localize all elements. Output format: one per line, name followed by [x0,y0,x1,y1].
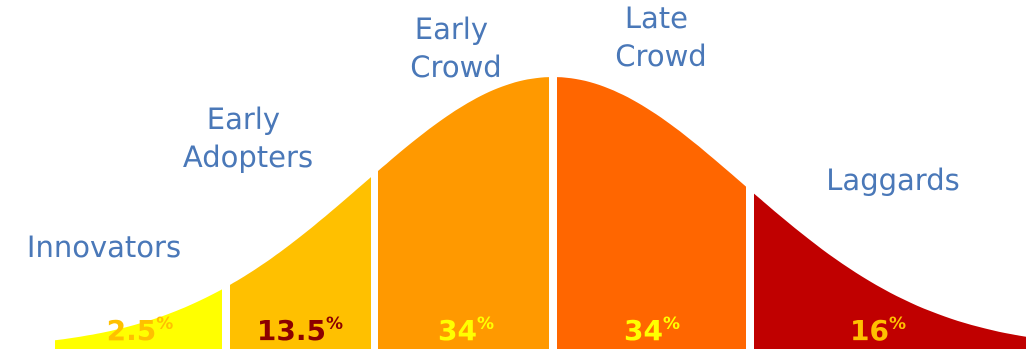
percent-innovators: 2.5% [107,314,174,347]
segment-late-crowd [557,77,746,349]
percent-early-adopters: 13.5% [257,314,343,347]
segment-labels: Innovators Early Adopters Early Crowd La… [27,1,960,264]
segment-percentages: 2.5% 13.5% 34% 34% 16% [107,314,906,347]
percent-laggards: 16% [850,314,906,347]
curve-segments [55,77,1026,349]
label-laggards: Laggards [826,163,959,197]
segment-innovators [55,289,222,349]
segment-early-adopters [230,177,371,349]
label-innovators: Innovators [27,230,181,264]
label-late-crowd: Late Crowd [615,1,706,73]
label-early-adopters: Early Adopters [183,102,313,174]
percent-late-crowd: 34% [624,314,680,347]
segment-laggards [754,193,1026,349]
segment-early-crowd [378,77,549,349]
percent-early-crowd: 34% [438,314,494,347]
label-early-crowd: Early Crowd [410,12,501,84]
